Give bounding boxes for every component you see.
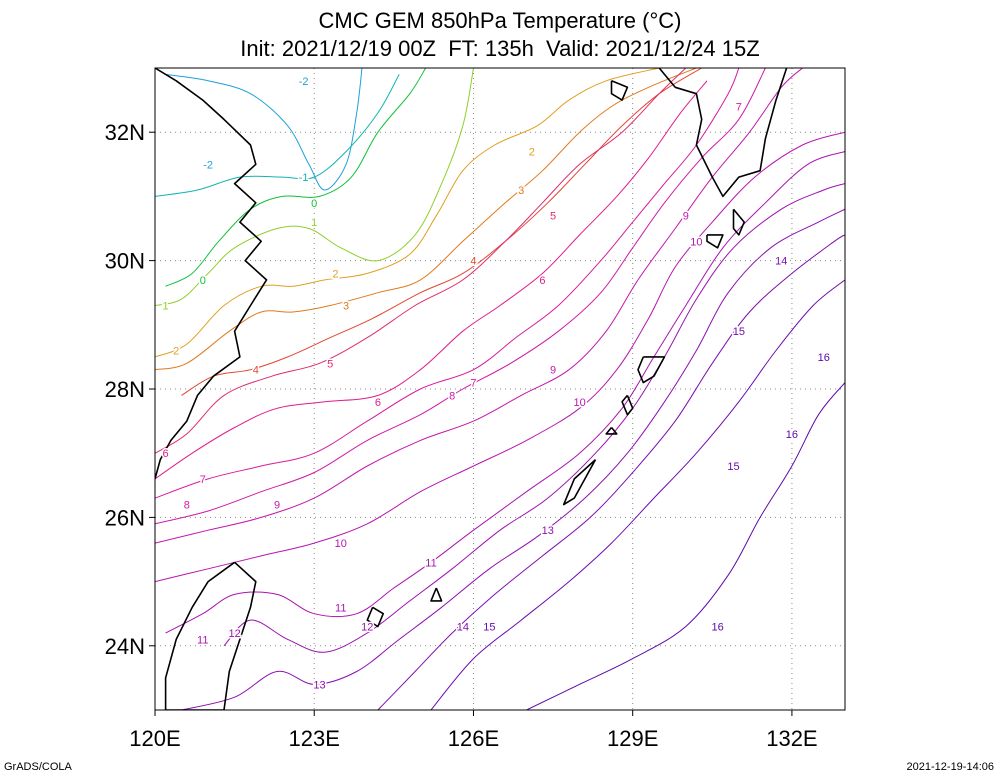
- isotherm-line: [377, 234, 845, 710]
- isotherm-label: 3: [343, 301, 349, 313]
- isotherm-label: 16: [711, 622, 723, 634]
- y-tick-label: 28N: [105, 377, 145, 402]
- isotherm-line: [223, 183, 845, 653]
- isotherm-label: 13: [542, 525, 554, 537]
- coastline-kyushu: [658, 68, 788, 198]
- isotherm-label: 4: [470, 256, 476, 268]
- y-tick-label: 26N: [105, 505, 145, 530]
- coastline-miyako: [430, 587, 443, 602]
- isotherm-line: [155, 68, 687, 454]
- x-tick-label: 123E: [289, 726, 340, 751]
- isotherm-label: 4: [253, 365, 259, 377]
- isotherm-label: 12: [228, 628, 240, 640]
- coastline-taiwan: [164, 561, 257, 710]
- coastline-yakushima: [706, 234, 724, 249]
- isotherm-line: [155, 68, 766, 525]
- isotherm-label: 8: [449, 390, 455, 402]
- isotherm-label: 14: [775, 256, 787, 268]
- isotherm-label: 7: [200, 474, 206, 486]
- isotherm-label: 14: [457, 622, 469, 634]
- x-axis-ticks: 120E 123E 126E 129E 132E: [129, 710, 818, 751]
- isotherm-label: 15: [733, 326, 745, 338]
- coastline-goto: [610, 80, 629, 101]
- isotherm-label: 0: [311, 198, 317, 210]
- isotherm-label: 11: [197, 634, 208, 646]
- isotherm-label: 9: [274, 500, 280, 512]
- isotherm-line: [181, 208, 845, 710]
- coastline-amami: [637, 356, 666, 384]
- x-tick-label: 120E: [129, 726, 180, 751]
- x-tick-label: 129E: [607, 726, 658, 751]
- isotherm-line: [165, 68, 363, 191]
- coastline-ishigaki: [366, 606, 384, 628]
- isotherm-line: [155, 74, 400, 197]
- y-axis-ticks: 24N 26N 28N 30N 32N: [105, 120, 155, 659]
- isotherm-line: [155, 68, 660, 358]
- isotherm-line: [155, 68, 740, 499]
- isotherm-label: 6: [539, 275, 545, 287]
- isotherm-label: 5: [550, 211, 556, 223]
- isotherm-label: 2: [332, 268, 338, 280]
- isotherm-line: [155, 80, 708, 480]
- coastlines: [155, 68, 788, 710]
- isotherm-label: 8: [184, 500, 190, 512]
- isotherm-label: 3: [518, 185, 524, 197]
- isotherm-label: 10: [573, 397, 585, 409]
- isotherm-line: [181, 68, 702, 396]
- isotherm-label: 10: [335, 538, 347, 550]
- footer-timestamp: 2021-12-19-14:06: [906, 761, 994, 773]
- contour-labels: -2-2-10011222334455666777889991010101111…: [161, 74, 831, 692]
- grid-lines: [154, 68, 845, 710]
- isotherm-label: 10: [690, 236, 702, 248]
- coastline-okinawa: [562, 459, 597, 506]
- isotherm-label: 7: [736, 102, 742, 114]
- coastline-tokunoshima: [621, 394, 634, 416]
- x-tick-label: 126E: [448, 726, 499, 751]
- y-tick-label: 30N: [105, 249, 145, 274]
- isotherm-label: -1: [299, 172, 309, 184]
- isotherm-label: 11: [425, 557, 436, 569]
- isotherm-label: 16: [818, 352, 830, 364]
- isotherm-line: [155, 68, 474, 306]
- isotherm-line: [165, 68, 427, 287]
- isotherm-label: 11: [335, 602, 346, 614]
- isotherm-label: 15: [727, 461, 739, 473]
- isotherm-label: 1: [163, 301, 169, 313]
- isotherm-label: 15: [483, 622, 495, 634]
- coastline-china-mainland: [155, 68, 268, 480]
- isotherm-label: 9: [550, 365, 556, 377]
- isotherm-label: 2: [173, 345, 179, 357]
- isotherm-label: 2: [529, 146, 535, 158]
- isotherm-line: [430, 279, 845, 710]
- isotherm-label: 9: [683, 211, 689, 223]
- isotherm-label: 6: [375, 397, 381, 409]
- isotherm-label: 13: [313, 679, 325, 691]
- y-tick-label: 32N: [105, 120, 145, 145]
- isotherm-label: 16: [786, 429, 798, 441]
- map-subtitle: Init: 2021/12/19 00Z FT: 135h Valid: 202…: [240, 36, 760, 61]
- map-title: CMC GEM 850hPa Temperature (°C): [318, 8, 682, 33]
- isotherm-line: [155, 68, 803, 544]
- isotherm-label: 7: [470, 378, 476, 390]
- contour-lines: [155, 68, 845, 710]
- isotherm-label: 0: [200, 275, 206, 287]
- y-tick-label: 24N: [105, 634, 145, 659]
- coastline-tanegashima: [732, 208, 745, 236]
- coastline-okinoerabu: [605, 426, 618, 435]
- isotherm-line: [155, 131, 845, 583]
- isotherm-label: -2: [299, 76, 309, 88]
- isotherm-label: 12: [361, 622, 373, 634]
- isotherm-label: 6: [163, 448, 169, 460]
- x-tick-label: 132E: [766, 726, 817, 751]
- isotherm-label: 5: [327, 358, 333, 370]
- isotherm-label: 1: [311, 217, 317, 229]
- isotherm-line: [165, 151, 845, 634]
- isotherm-label: -2: [203, 159, 213, 171]
- footer-credit: GrADS/COLA: [4, 761, 72, 773]
- isotherm-line: [526, 382, 845, 710]
